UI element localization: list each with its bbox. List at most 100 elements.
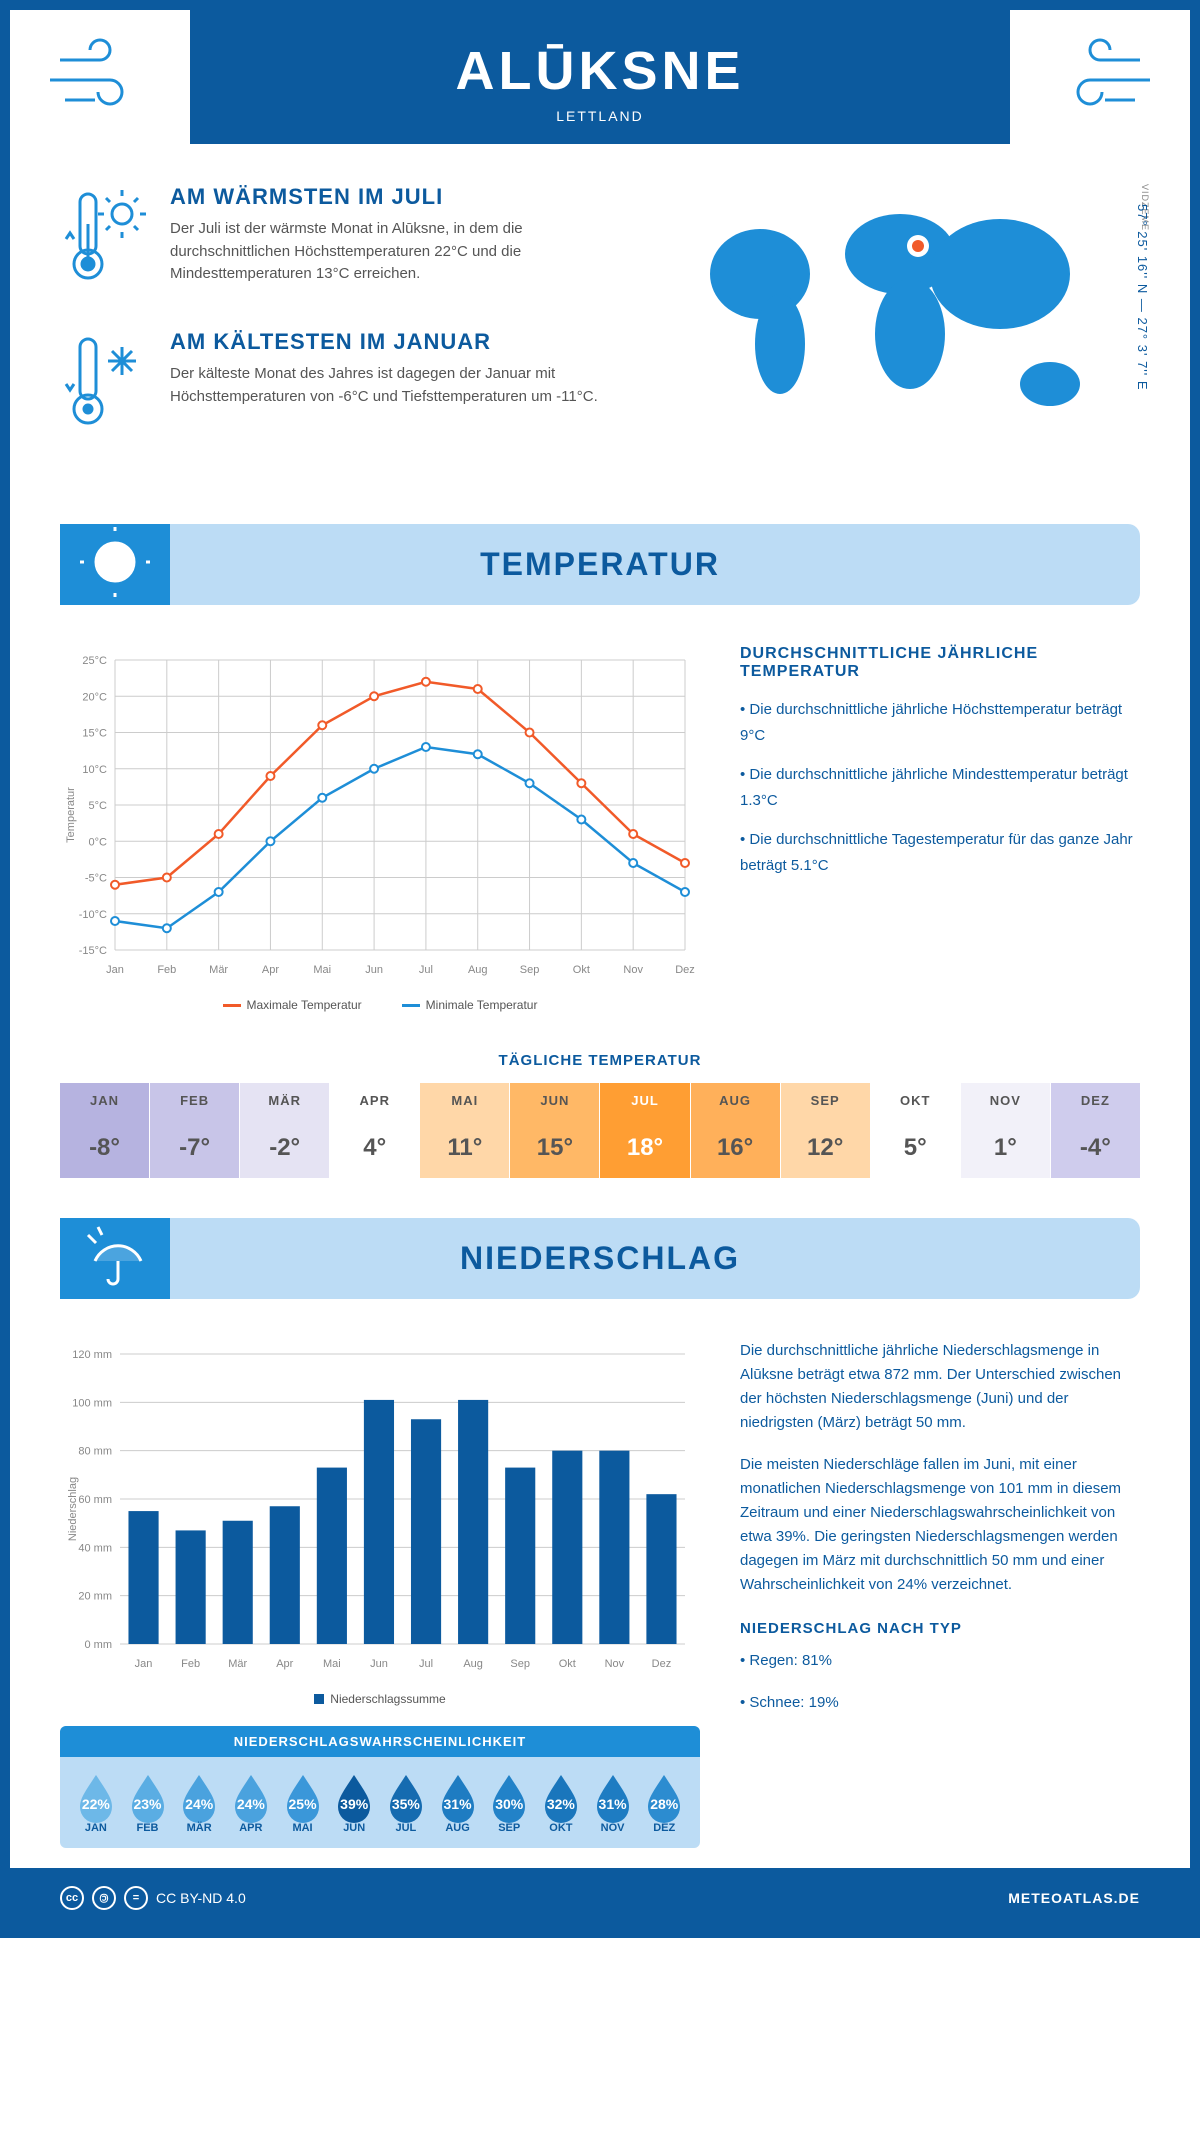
- svg-text:Mär: Mär: [209, 964, 228, 976]
- thermometer-snow-icon: [60, 329, 150, 444]
- svg-text:20°C: 20°C: [82, 691, 107, 703]
- svg-text:Okt: Okt: [559, 1658, 576, 1670]
- svg-text:-10°C: -10°C: [79, 909, 107, 921]
- temperature-section-header: TEMPERATUR: [60, 524, 1140, 605]
- license-block: cc 🄯 = CC BY-ND 4.0: [60, 1886, 246, 1910]
- probability-title: NIEDERSCHLAGSWAHRSCHEINLICHKEIT: [60, 1726, 700, 1757]
- temp-cell: AUG16°: [691, 1083, 781, 1178]
- svg-text:60 mm: 60 mm: [78, 1494, 112, 1506]
- svg-text:5°C: 5°C: [89, 800, 108, 812]
- probability-drop: 31%NOV: [587, 1771, 639, 1834]
- probability-drop: 24%APR: [225, 1771, 277, 1834]
- probability-drop: 32%OKT: [535, 1771, 587, 1834]
- thermometer-sun-icon: [60, 184, 150, 299]
- probability-drop: 31%AUG: [432, 1771, 484, 1834]
- section-title: TEMPERATUR: [480, 546, 720, 583]
- svg-text:Feb: Feb: [181, 1658, 200, 1670]
- cc-icon: cc: [60, 1886, 84, 1910]
- svg-text:Temperatur: Temperatur: [65, 787, 77, 843]
- temp-cell: SEP12°: [781, 1083, 871, 1178]
- temperature-info: DURCHSCHNITTLICHE JÄHRLICHE TEMPERATUR •…: [740, 645, 1140, 1012]
- svg-text:-5°C: -5°C: [85, 873, 107, 885]
- svg-text:80 mm: 80 mm: [78, 1446, 112, 1458]
- license-text: CC BY-ND 4.0: [156, 1890, 246, 1906]
- probability-drop: 39%JUN: [328, 1771, 380, 1834]
- warmest-title: AM WÄRMSTEN IM JULI: [170, 184, 640, 210]
- precipitation-info: Die durchschnittliche jährliche Niedersc…: [740, 1339, 1140, 1848]
- probability-drop: 30%SEP: [483, 1771, 535, 1834]
- temp-cell: JUL18°: [600, 1083, 690, 1178]
- probability-drop: 25%MAI: [277, 1771, 329, 1834]
- wind-icon: [1040, 30, 1160, 125]
- svg-text:Niederschlag: Niederschlag: [67, 1477, 79, 1541]
- svg-text:Nov: Nov: [605, 1658, 625, 1670]
- probability-drop: 23%FEB: [122, 1771, 174, 1834]
- svg-text:25°C: 25°C: [82, 655, 107, 667]
- intro-section: AM WÄRMSTEN IM JULI Der Juli ist der wär…: [10, 184, 1190, 504]
- coldest-block: AM KÄLTESTEN IM JANUAR Der kälteste Mona…: [60, 329, 640, 444]
- by-icon: 🄯: [92, 1886, 116, 1910]
- world-map: VIDZEME 57° 25' 16'' N — 27° 3' 7'' E: [680, 184, 1140, 474]
- svg-text:Sep: Sep: [510, 1658, 530, 1670]
- precipitation-section-header: NIEDERSCHLAG: [60, 1218, 1140, 1299]
- svg-text:Jul: Jul: [419, 964, 433, 976]
- svg-text:10°C: 10°C: [82, 764, 107, 776]
- svg-text:Dez: Dez: [652, 1658, 672, 1670]
- svg-text:Dez: Dez: [675, 964, 695, 976]
- svg-text:20 mm: 20 mm: [78, 1591, 112, 1603]
- infographic-page: ALŪKSNE LETTLAND AM WÄRMSTEN IM JULI Der…: [0, 0, 1200, 1938]
- svg-text:Aug: Aug: [463, 1658, 483, 1670]
- svg-text:Mai: Mai: [323, 1658, 341, 1670]
- svg-text:40 mm: 40 mm: [78, 1542, 112, 1554]
- city-title: ALŪKSNE: [210, 40, 990, 102]
- footer: cc 🄯 = CC BY-ND 4.0 METEOATLAS.DE: [10, 1868, 1190, 1928]
- warmest-text: Der Juli ist der wärmste Monat in Alūksn…: [170, 218, 640, 286]
- svg-text:100 mm: 100 mm: [72, 1397, 112, 1409]
- coldest-text: Der kälteste Monat des Jahres ist dagege…: [170, 363, 640, 408]
- svg-text:Okt: Okt: [573, 964, 590, 976]
- svg-text:Jul: Jul: [419, 1658, 433, 1670]
- probability-drop: 28%DEZ: [638, 1771, 690, 1834]
- sun-icon: [80, 527, 150, 602]
- warmest-block: AM WÄRMSTEN IM JULI Der Juli ist der wär…: [60, 184, 640, 299]
- temp-cell: DEZ-4°: [1051, 1083, 1140, 1178]
- temp-cell: MAI11°: [420, 1083, 510, 1178]
- coordinates: 57° 25' 16'' N — 27° 3' 7'' E: [1135, 204, 1150, 391]
- svg-text:Jan: Jan: [135, 1658, 153, 1670]
- wind-icon: [40, 30, 160, 125]
- probability-drop: 22%JAN: [70, 1771, 122, 1834]
- coldest-title: AM KÄLTESTEN IM JANUAR: [170, 329, 640, 355]
- svg-text:120 mm: 120 mm: [72, 1349, 112, 1361]
- svg-text:Apr: Apr: [262, 964, 279, 976]
- temp-cell: JAN-8°: [60, 1083, 150, 1178]
- svg-text:Jun: Jun: [370, 1658, 388, 1670]
- umbrella-icon: [80, 1221, 150, 1296]
- svg-text:Jan: Jan: [106, 964, 124, 976]
- svg-text:0°C: 0°C: [89, 836, 108, 848]
- country-label: LETTLAND: [210, 108, 990, 124]
- nd-icon: =: [124, 1886, 148, 1910]
- probability-drop: 35%JUL: [380, 1771, 432, 1834]
- svg-text:Nov: Nov: [623, 964, 643, 976]
- svg-text:Sep: Sep: [520, 964, 540, 976]
- temperature-line-chart: -15°C -10°C -5°C 0°C 5°C 10°C 15°C 20°C 25°C Jan F…: [60, 645, 700, 1012]
- svg-text:15°C: 15°C: [82, 728, 107, 740]
- chart-legend: Maximale Temperatur Minimale Temperatur: [60, 998, 700, 1012]
- precipitation-probability-box: NIEDERSCHLAGSWAHRSCHEINLICHKEIT 22%JAN23…: [60, 1726, 700, 1848]
- precipitation-bar-chart: 0 mm20 mm40 mm60 mm80 mm100 mm120 mmJanF…: [60, 1339, 700, 1706]
- svg-text:-15°C: -15°C: [79, 945, 107, 957]
- svg-text:Mär: Mär: [228, 1658, 247, 1670]
- site-name: METEOATLAS.DE: [1008, 1890, 1140, 1906]
- svg-text:Mai: Mai: [313, 964, 331, 976]
- temp-cell: FEB-7°: [150, 1083, 240, 1178]
- temp-cell: APR4°: [330, 1083, 420, 1178]
- temp-cell: MÄR-2°: [240, 1083, 330, 1178]
- temp-cell: NOV1°: [961, 1083, 1051, 1178]
- svg-text:Feb: Feb: [157, 964, 176, 976]
- info-title: DURCHSCHNITTLICHE JÄHRLICHE TEMPERATUR: [740, 645, 1140, 681]
- svg-text:Jun: Jun: [365, 964, 383, 976]
- daily-temp-title: TÄGLICHE TEMPERATUR: [10, 1052, 1190, 1069]
- chart-legend: Niederschlagssumme: [60, 1692, 700, 1706]
- probability-drop: 24%MÄR: [173, 1771, 225, 1834]
- temp-cell: JUN15°: [510, 1083, 600, 1178]
